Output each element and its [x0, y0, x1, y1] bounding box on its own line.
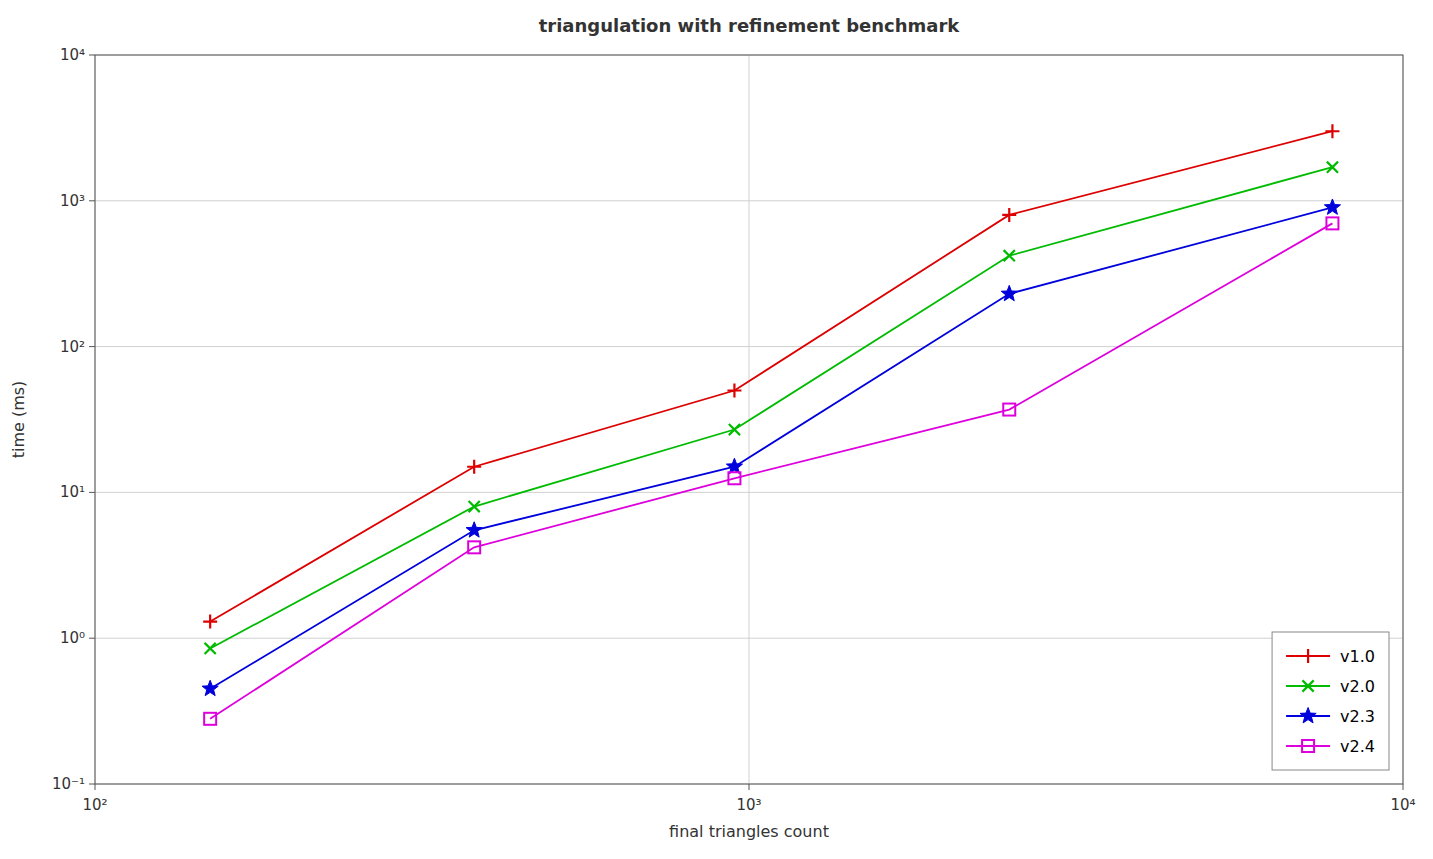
marker-square — [204, 713, 216, 725]
tick-label-y: 10⁰ — [60, 629, 85, 647]
marker-x — [729, 424, 740, 435]
legend-label: v1.0 — [1340, 647, 1375, 666]
tick-label-x: 10² — [82, 796, 107, 814]
legend-label: v2.4 — [1340, 737, 1375, 756]
marker-star — [202, 680, 218, 695]
tick-x — [1403, 784, 1404, 790]
marker-plus — [203, 615, 217, 629]
tick-y — [89, 492, 95, 493]
marker-star — [1001, 285, 1017, 300]
series — [205, 162, 1338, 654]
legend-label: v2.3 — [1340, 707, 1375, 726]
tick-label-x: 10³ — [736, 796, 761, 814]
plot-background — [95, 55, 1403, 784]
tick-label-y: 10⁴ — [60, 46, 85, 64]
y-axis-label: time (ms) — [9, 381, 28, 459]
plot-frame — [95, 55, 1403, 784]
grid-line-y — [95, 638, 1403, 639]
tick-label-y: 10⁻¹ — [52, 775, 85, 793]
tick-x — [95, 784, 96, 790]
marker-x — [1327, 162, 1338, 173]
legend: v1.0 v2.0 v2.3 v2.4 — [1272, 632, 1389, 770]
series — [203, 124, 1339, 628]
data-layer — [202, 124, 1340, 725]
chart-svg: 10² 10³ 10⁴ 10⁻¹ 10⁰ 10¹ 10² 10³ 10⁴ triangulatio… — [0, 0, 1433, 859]
tick-y — [89, 55, 95, 56]
marker-star — [466, 522, 482, 537]
axes: 10² 10³ 10⁴ 10⁻¹ 10⁰ 10¹ 10² 10³ 10⁴ — [52, 46, 1416, 814]
tick-y — [89, 200, 95, 201]
marker-square — [728, 472, 740, 484]
tick-label-x: 10⁴ — [1390, 796, 1415, 814]
marker-plus — [467, 460, 481, 474]
legend-marker — [1300, 708, 1316, 723]
marker-plus — [1002, 208, 1016, 222]
grid — [95, 55, 1403, 784]
grid-line-y — [95, 492, 1403, 493]
series — [202, 199, 1340, 696]
series-line — [210, 131, 1332, 621]
legend-label: v2.0 — [1340, 677, 1375, 696]
series-line — [210, 167, 1332, 648]
chart-title: triangulation with refinement benchmark — [539, 15, 961, 36]
series-line — [210, 207, 1332, 688]
legend-swatch — [1286, 745, 1330, 747]
tick-y — [89, 638, 95, 639]
marker-square — [1326, 217, 1338, 229]
chart-container: 10² 10³ 10⁴ 10⁻¹ 10⁰ 10¹ 10² 10³ 10⁴ triangulatio… — [0, 0, 1433, 859]
grid-line-y — [95, 346, 1403, 347]
marker-x — [1004, 250, 1015, 261]
tick-y — [89, 346, 95, 347]
marker-square — [1003, 404, 1015, 416]
tick-label-y: 10¹ — [60, 483, 85, 501]
tick-label-y: 10³ — [60, 192, 85, 210]
legend-marker — [1302, 740, 1314, 752]
marker-star — [1324, 199, 1340, 214]
legend-box — [1272, 632, 1389, 770]
legend-marker — [1301, 649, 1315, 663]
marker-square — [468, 541, 480, 553]
series — [204, 217, 1338, 724]
tick-y — [89, 784, 95, 785]
legend-marker — [1302, 680, 1313, 691]
marker-x — [205, 643, 216, 654]
x-axis-label: final triangles count — [669, 822, 829, 841]
tick-label-y: 10² — [60, 338, 85, 356]
tick-x — [749, 784, 750, 790]
series-line — [210, 223, 1332, 718]
marker-x — [469, 501, 480, 512]
marker-plus — [1325, 124, 1339, 138]
marker-plus — [727, 383, 741, 397]
